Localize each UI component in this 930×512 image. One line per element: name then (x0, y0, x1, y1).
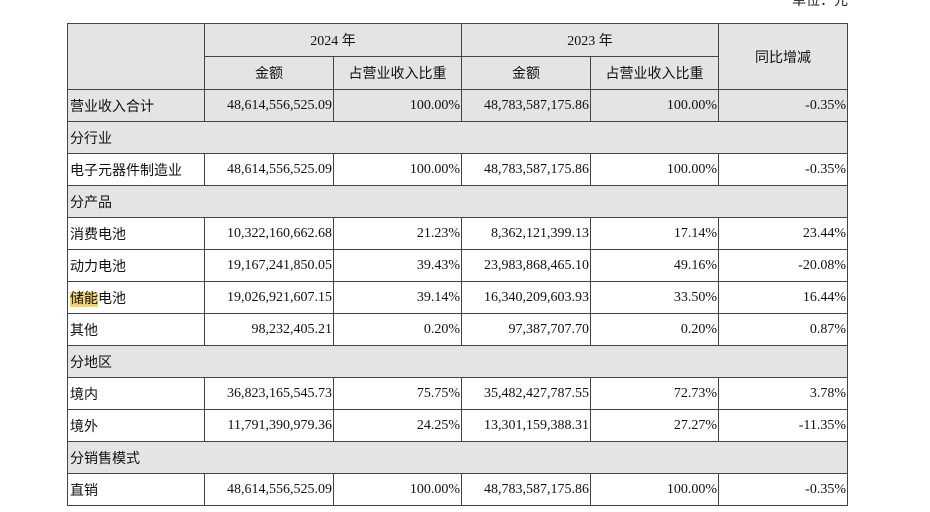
corner-cell (67, 23, 205, 90)
share-2023-cell: 17.14% (590, 217, 719, 250)
section-label: 分行业 (67, 121, 848, 154)
amount-2024-cell: 36,823,165,545.73 (204, 377, 334, 410)
section-row-product: 分产品 (67, 185, 848, 218)
total-row: 营业收入合计 48,614,556,525.09 100.00% 48,783,… (67, 89, 848, 122)
amount-2023-cell: 23,983,868,465.10 (461, 249, 591, 282)
row-label: 消费电池 (67, 217, 205, 250)
header-row-metrics: 金额 占营业收入比重 金额 占营业收入比重 (68, 56, 848, 90)
section-row-industry: 分行业 (67, 121, 848, 154)
yoy-cell: 3.78% (718, 377, 848, 410)
section-label: 分产品 (67, 185, 848, 218)
share-2023-cell: 0.20% (590, 313, 719, 346)
unit-label: 单位：元 (792, 0, 848, 9)
amount-2024-cell: 10,322,160,662.68 (204, 217, 334, 250)
amount-2024-cell: 19,026,921,607.15 (204, 281, 334, 314)
share-2024-cell: 0.20% (333, 313, 462, 346)
yoy-cell: -0.35% (718, 89, 848, 122)
row-label: 营业收入合计 (67, 89, 205, 122)
row-label: 境内 (67, 377, 205, 410)
table-row: 电子元器件制造业 48,614,556,525.09 100.00% 48,78… (67, 153, 848, 186)
table-row: 储能电池 19,026,921,607.15 39.14% 16,340,209… (67, 281, 848, 314)
share-2024-cell: 100.00% (333, 473, 462, 506)
year-2024-header: 2024 年 (204, 23, 462, 57)
yoy-cell: -11.35% (718, 409, 848, 442)
share-2024-header: 占营业收入比重 (333, 56, 462, 90)
row-label: 直销 (67, 473, 205, 506)
amount-2023-cell: 48,783,587,175.86 (461, 473, 591, 506)
section-row-sales-mode: 分销售模式 (67, 441, 848, 474)
revenue-table: 2024 年 2023 年 同比增减 金额 占营业收入比重 金额 占营业收入比重… (67, 23, 848, 506)
share-2024-cell: 100.00% (333, 153, 462, 186)
section-label: 分销售模式 (67, 441, 848, 474)
yoy-cell: 0.87% (718, 313, 848, 346)
amount-2023-cell: 16,340,209,603.93 (461, 281, 591, 314)
amount-2024-cell: 48,614,556,525.09 (204, 89, 334, 122)
yoy-cell: 23.44% (718, 217, 848, 250)
amount-2023-cell: 48,783,587,175.86 (461, 89, 591, 122)
amount-2023-header: 金额 (461, 56, 591, 90)
amount-2024-cell: 19,167,241,850.05 (204, 249, 334, 282)
header-row-years: 2024 年 2023 年 同比增减 (67, 23, 848, 90)
row-label-rest: 电池 (98, 291, 126, 307)
row-label: 储能电池 (67, 281, 205, 314)
section-label: 分地区 (67, 345, 848, 378)
amount-2024-cell: 48,614,556,525.09 (204, 153, 334, 186)
row-label: 动力电池 (67, 249, 205, 282)
share-2024-cell: 39.14% (333, 281, 462, 314)
share-2023-cell: 49.16% (590, 249, 719, 282)
table-row: 境内 36,823,165,545.73 75.75% 35,482,427,7… (67, 377, 848, 410)
table-row: 动力电池 19,167,241,850.05 39.43% 23,983,868… (67, 249, 848, 282)
share-2023-cell: 100.00% (590, 89, 719, 122)
share-2023-cell: 100.00% (590, 473, 719, 506)
share-2024-cell: 75.75% (333, 377, 462, 410)
yoy-cell: -0.35% (718, 473, 848, 506)
share-2024-cell: 100.00% (333, 89, 462, 122)
amount-2023-cell: 97,387,707.70 (461, 313, 591, 346)
highlighted-text: 储能 (70, 291, 98, 307)
table-row: 其他 98,232,405.21 0.20% 97,387,707.70 0.2… (67, 313, 848, 346)
share-2024-cell: 24.25% (333, 409, 462, 442)
section-row-region: 分地区 (67, 345, 848, 378)
amount-2024-cell: 11,791,390,979.36 (204, 409, 334, 442)
row-label: 其他 (67, 313, 205, 346)
yoy-cell: 16.44% (718, 281, 848, 314)
share-2024-cell: 21.23% (333, 217, 462, 250)
amount-2023-cell: 48,783,587,175.86 (461, 153, 591, 186)
table-row: 直销 48,614,556,525.09 100.00% 48,783,587,… (67, 473, 848, 506)
amount-2024-cell: 48,614,556,525.09 (204, 473, 334, 506)
yoy-cell: -20.08% (718, 249, 848, 282)
share-2023-cell: 72.73% (590, 377, 719, 410)
year-2023-header: 2023 年 (461, 23, 719, 57)
row-label: 电子元器件制造业 (67, 153, 205, 186)
amount-2023-cell: 8,362,121,399.13 (461, 217, 591, 250)
amount-2023-cell: 13,301,159,388.31 (461, 409, 591, 442)
share-2023-cell: 33.50% (590, 281, 719, 314)
amount-2024-cell: 98,232,405.21 (204, 313, 334, 346)
share-2023-cell: 27.27% (590, 409, 719, 442)
amount-2023-cell: 35,482,427,787.55 (461, 377, 591, 410)
row-label: 境外 (67, 409, 205, 442)
share-2023-header: 占营业收入比重 (590, 56, 719, 90)
table-row: 境外 11,791,390,979.36 24.25% 13,301,159,3… (67, 409, 848, 442)
table-row: 消费电池 10,322,160,662.68 21.23% 8,362,121,… (67, 217, 848, 250)
share-2024-cell: 39.43% (333, 249, 462, 282)
yoy-header: 同比增减 (718, 23, 848, 90)
yoy-cell: -0.35% (718, 153, 848, 186)
share-2023-cell: 100.00% (590, 153, 719, 186)
amount-2024-header: 金额 (204, 56, 334, 90)
